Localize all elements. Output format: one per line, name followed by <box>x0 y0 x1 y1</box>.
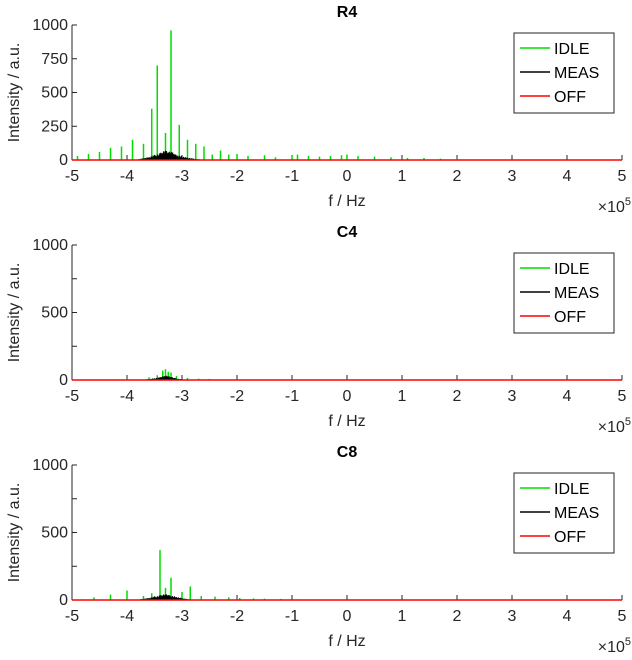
y-tick-label: 750 <box>41 51 68 68</box>
x-tick-label: 3 <box>508 168 517 185</box>
x-tick-label: -4 <box>120 388 134 405</box>
x-tick-label: 5 <box>618 168 627 185</box>
chart-r4: R4 0 250 500 750 1000 -5 -4 -3 -2 -1 0 1 2 3 4 5 f / Hz ×1… <box>6 4 631 216</box>
y-tick-label: 500 <box>41 305 68 322</box>
x-tick-label: -2 <box>230 168 244 185</box>
x-tick-label: 2 <box>453 168 462 185</box>
y-axis-title: Intensity / a.u. <box>6 43 23 143</box>
x-exponent-label: ×105 <box>598 196 631 216</box>
x-tick-label: 3 <box>508 388 517 405</box>
legend-box <box>513 32 615 114</box>
x-tick-label: -3 <box>175 388 189 405</box>
y-tick-label: 250 <box>41 118 68 135</box>
chart-title: C4 <box>337 224 358 241</box>
legend-label-idle: IDLE <box>554 41 590 58</box>
x-exponent-base: ×10 <box>598 199 625 216</box>
y-tick-label: 0 <box>59 372 68 389</box>
x-tick-label: 0 <box>343 608 352 625</box>
x-tick-label: -2 <box>230 608 244 625</box>
y-tick-label: 1000 <box>32 237 68 254</box>
x-tick-label: 3 <box>508 608 517 625</box>
x-tick-label: 4 <box>563 608 572 625</box>
legend-box <box>513 472 615 554</box>
chart-title: R4 <box>337 4 358 21</box>
y-tick-label: 500 <box>41 85 68 102</box>
x-exponent-base: ×10 <box>598 639 625 656</box>
legend: IDLE MEAS OFF <box>513 252 615 334</box>
y-tick-label: 0 <box>59 592 68 609</box>
x-exponent-label: ×105 <box>598 416 631 436</box>
x-tick-label: 1 <box>398 168 407 185</box>
legend-label-meas: MEAS <box>554 505 599 522</box>
x-tick-label: -1 <box>285 608 299 625</box>
chart-title: C8 <box>337 444 358 461</box>
x-tick-label: 5 <box>618 388 627 405</box>
x-tick-label: -3 <box>175 168 189 185</box>
x-tick-label: 4 <box>563 168 572 185</box>
chart-panel-r4: R4 0 250 500 750 1000 -5 -4 -3 -2 -1 0 1 2 3 4 5 f / Hz ×1… <box>0 0 632 220</box>
legend: IDLE MEAS OFF <box>513 32 615 114</box>
chart-panel-c4: C4 0 500 1000 -5 -4 -3 -2 -1 0 1 2 3 4 5 f / Hz ×105 Inte… <box>0 220 632 440</box>
y-axis-title: Intensity / a.u. <box>6 263 23 363</box>
x-axis-title: f / Hz <box>328 413 365 430</box>
y-tick-label: 1000 <box>32 457 68 474</box>
x-tick-label: -5 <box>65 388 79 405</box>
x-exponent-power: 5 <box>625 196 631 208</box>
x-exponent-base: ×10 <box>598 419 625 436</box>
x-tick-label: -3 <box>175 608 189 625</box>
x-tick-label: 5 <box>618 608 627 625</box>
x-tick-label: 0 <box>343 168 352 185</box>
y-tick-label: 0 <box>59 152 68 169</box>
x-tick-label: 1 <box>398 608 407 625</box>
legend-label-off: OFF <box>554 89 586 106</box>
legend: IDLE MEAS OFF <box>513 472 615 554</box>
x-tick-label: 1 <box>398 388 407 405</box>
x-tick-label: -4 <box>120 608 134 625</box>
x-tick-label: -1 <box>285 388 299 405</box>
legend-label-meas: MEAS <box>554 285 599 302</box>
x-tick-label: -4 <box>120 168 134 185</box>
x-tick-label: 4 <box>563 388 572 405</box>
x-exponent-power: 5 <box>625 416 631 428</box>
y-tick-label: 500 <box>41 525 68 542</box>
x-exponent-power: 5 <box>625 636 631 648</box>
legend-label-idle: IDLE <box>554 481 590 498</box>
y-axis-title: Intensity / a.u. <box>6 483 23 583</box>
legend-label-idle: IDLE <box>554 261 590 278</box>
legend-box <box>513 252 615 334</box>
x-axis-title: f / Hz <box>328 633 365 650</box>
x-tick-label: -5 <box>65 168 79 185</box>
x-axis-title: f / Hz <box>328 193 365 210</box>
x-tick-label: -1 <box>285 168 299 185</box>
x-tick-label: -5 <box>65 608 79 625</box>
legend-label-meas: MEAS <box>554 65 599 82</box>
x-tick-label: 2 <box>453 608 462 625</box>
series-idle <box>72 550 622 601</box>
legend-label-off: OFF <box>554 309 586 326</box>
x-tick-label: -2 <box>230 388 244 405</box>
x-tick-label: 2 <box>453 388 462 405</box>
legend-label-off: OFF <box>554 529 586 546</box>
x-tick-label: 0 <box>343 388 352 405</box>
chart-panel-c8: C8 0 500 1000 -5 -4 -3 -2 -1 0 1 2 3 4 5 f / Hz ×105 Inte… <box>0 440 632 660</box>
y-tick-label: 1000 <box>32 17 68 34</box>
x-exponent-label: ×105 <box>598 636 631 656</box>
